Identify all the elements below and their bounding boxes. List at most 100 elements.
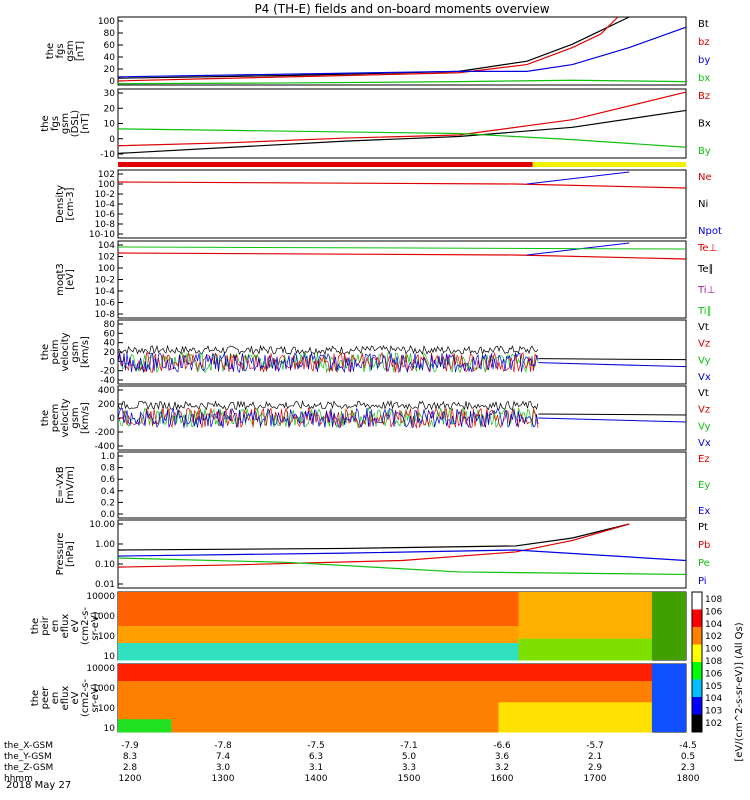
y-tick-label: -10 bbox=[100, 150, 115, 160]
spectrogram-cell bbox=[418, 626, 426, 631]
spectrogram-cell bbox=[431, 706, 439, 712]
spectrogram-cell bbox=[638, 668, 646, 673]
spectrogram-cell bbox=[578, 647, 586, 652]
spectrogram-cell bbox=[518, 672, 526, 678]
spectrogram-cell bbox=[458, 706, 466, 712]
spectrogram-cell bbox=[284, 604, 293, 610]
spectrogram-cell bbox=[304, 719, 313, 724]
spectrogram-cell bbox=[645, 638, 653, 644]
spectrogram-cell bbox=[138, 604, 146, 610]
spectrogram-cell bbox=[485, 668, 493, 673]
spectrogram-cell bbox=[178, 715, 186, 720]
spectrogram-cell bbox=[264, 600, 273, 606]
spectrogram-cell bbox=[184, 630, 192, 635]
spectrogram-cell bbox=[151, 651, 159, 657]
spectrogram-cell bbox=[625, 723, 633, 729]
spectrogram-cell bbox=[451, 617, 459, 623]
spectrogram-cell bbox=[231, 685, 239, 690]
spectrogram-cell bbox=[318, 668, 326, 673]
legend-ex: Ex bbox=[698, 506, 710, 517]
spectrogram-cell bbox=[404, 723, 413, 729]
spectrogram-cell bbox=[391, 638, 399, 644]
spectrogram-cell bbox=[625, 710, 633, 716]
spectrogram-cell bbox=[485, 702, 493, 707]
spectrogram-cell bbox=[251, 676, 259, 682]
spectrogram-cell bbox=[318, 693, 326, 699]
spectrogram-cell bbox=[538, 630, 546, 635]
spectrogram-cell bbox=[551, 647, 559, 652]
spectrogram-cell bbox=[311, 664, 319, 669]
spectrogram-cell bbox=[398, 706, 406, 712]
spectrogram-cell bbox=[138, 643, 146, 648]
spectrogram-cell bbox=[191, 592, 199, 597]
spectrogram-cell bbox=[398, 634, 406, 640]
spectrogram-cell bbox=[438, 672, 446, 678]
spectrogram-cell bbox=[505, 698, 513, 703]
spectrogram-cell bbox=[591, 617, 600, 623]
y-axis-label: [km/s] bbox=[80, 336, 91, 368]
spectrogram-cell bbox=[118, 698, 126, 703]
spectrogram-cell bbox=[611, 702, 620, 707]
spectrogram-cell bbox=[151, 706, 159, 712]
spectrogram-cell bbox=[158, 634, 166, 640]
spectrogram-cell bbox=[218, 655, 226, 661]
spectrogram-cell bbox=[238, 664, 246, 669]
spectrogram-cell bbox=[278, 676, 286, 682]
spectrogram-cell bbox=[638, 698, 646, 703]
spectrogram-cell bbox=[618, 710, 626, 716]
spectrogram-cell bbox=[211, 685, 219, 690]
y-axis-label: [nT] bbox=[75, 41, 86, 61]
spectrogram-cell bbox=[251, 592, 259, 597]
spectrogram-cell bbox=[151, 672, 159, 678]
spectrogram-cell bbox=[531, 668, 539, 673]
spectrogram-cell bbox=[531, 638, 539, 644]
spectrogram-cell bbox=[638, 727, 646, 733]
spectrogram-cell bbox=[351, 613, 359, 618]
figure-title: P4 (TH-E) fields and on-board moments ov… bbox=[254, 2, 549, 16]
spectrogram-cell bbox=[371, 647, 379, 652]
spectrogram-cell bbox=[498, 647, 506, 652]
spectrogram-cell bbox=[324, 655, 333, 661]
spectrogram-cell bbox=[251, 719, 259, 724]
spectrogram-cell bbox=[631, 630, 640, 635]
spectrogram-cell bbox=[531, 681, 539, 686]
panel-9: the peir en eflux eV (cm2-s-sr-eV)10000100010… bbox=[30, 591, 687, 662]
spectrogram-cell bbox=[358, 626, 366, 631]
spectrogram-cell bbox=[591, 655, 600, 661]
spectrogram-cell bbox=[565, 643, 573, 648]
panel-frame bbox=[117, 16, 687, 86]
spectrogram-cell bbox=[411, 693, 419, 699]
spectrogram-cell bbox=[198, 600, 206, 606]
spectrogram-cell bbox=[218, 596, 226, 601]
spectrogram-cell bbox=[318, 676, 326, 682]
spectrogram-cell bbox=[151, 727, 159, 733]
spectrogram-cell bbox=[378, 604, 386, 610]
spectrogram-cell bbox=[278, 698, 286, 703]
spectrogram-cell bbox=[638, 630, 646, 635]
spectrogram-cell bbox=[471, 706, 479, 712]
spectrogram-cell bbox=[425, 715, 433, 720]
spectrogram-cell bbox=[625, 604, 633, 610]
spectrogram-cell bbox=[391, 613, 399, 618]
y-axis-label: peim bbox=[50, 339, 61, 364]
spectrogram-cell bbox=[178, 702, 186, 707]
spectrogram-cell bbox=[531, 613, 539, 618]
spectrogram-cell bbox=[184, 664, 192, 669]
spectrogram-cell bbox=[404, 596, 413, 601]
spectrogram-cell bbox=[264, 655, 273, 661]
spectrogram-cell bbox=[618, 689, 626, 695]
spectrogram-cell bbox=[164, 668, 172, 673]
spectrogram-cell bbox=[418, 706, 426, 712]
spectrogram-cell bbox=[364, 617, 373, 623]
spectrogram-cell bbox=[251, 634, 259, 640]
spectrogram-cell bbox=[371, 672, 379, 678]
spectrogram-cell bbox=[204, 617, 212, 623]
spectrogram-cell bbox=[251, 723, 259, 729]
spectrogram-cell bbox=[625, 702, 633, 707]
spectrogram-cell bbox=[511, 715, 519, 720]
spectrogram-cell bbox=[378, 651, 386, 657]
spectrogram-cell bbox=[558, 710, 566, 716]
y-axis-label: [nT] bbox=[80, 113, 91, 133]
spectrogram-cell bbox=[471, 727, 479, 733]
spectrogram-cell bbox=[638, 710, 646, 716]
